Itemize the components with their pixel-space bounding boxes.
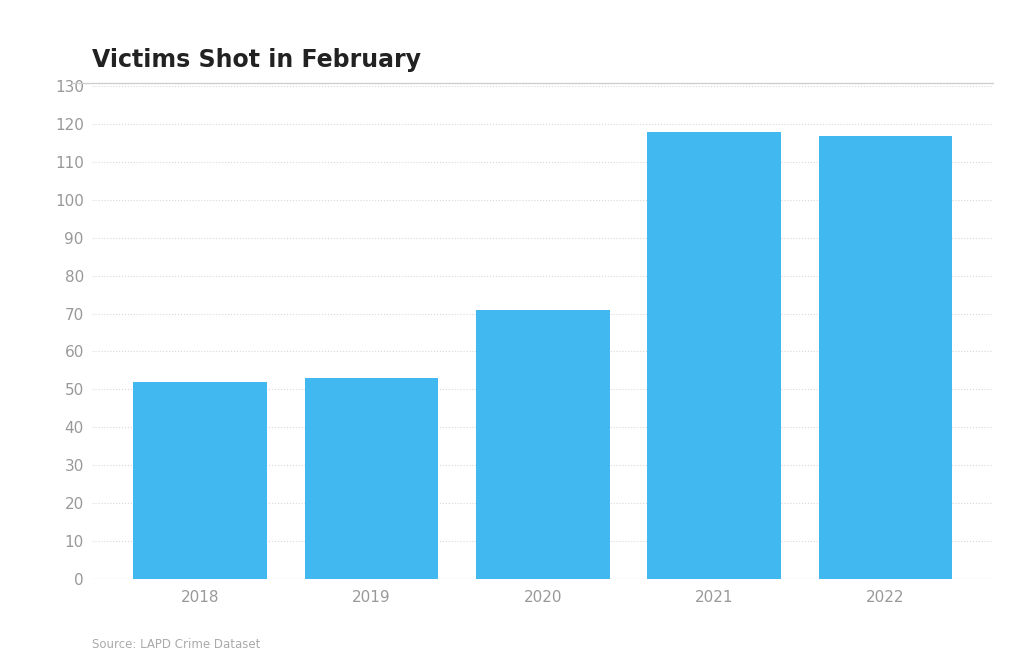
- Bar: [133, 382, 267, 579]
- Text: Source: LAPD Crime Dataset: Source: LAPD Crime Dataset: [92, 638, 260, 652]
- Text: Victims Shot in February: Victims Shot in February: [92, 48, 421, 72]
- Bar: [476, 310, 609, 579]
- Bar: [304, 378, 438, 579]
- Bar: [818, 136, 952, 579]
- Bar: [647, 132, 781, 579]
